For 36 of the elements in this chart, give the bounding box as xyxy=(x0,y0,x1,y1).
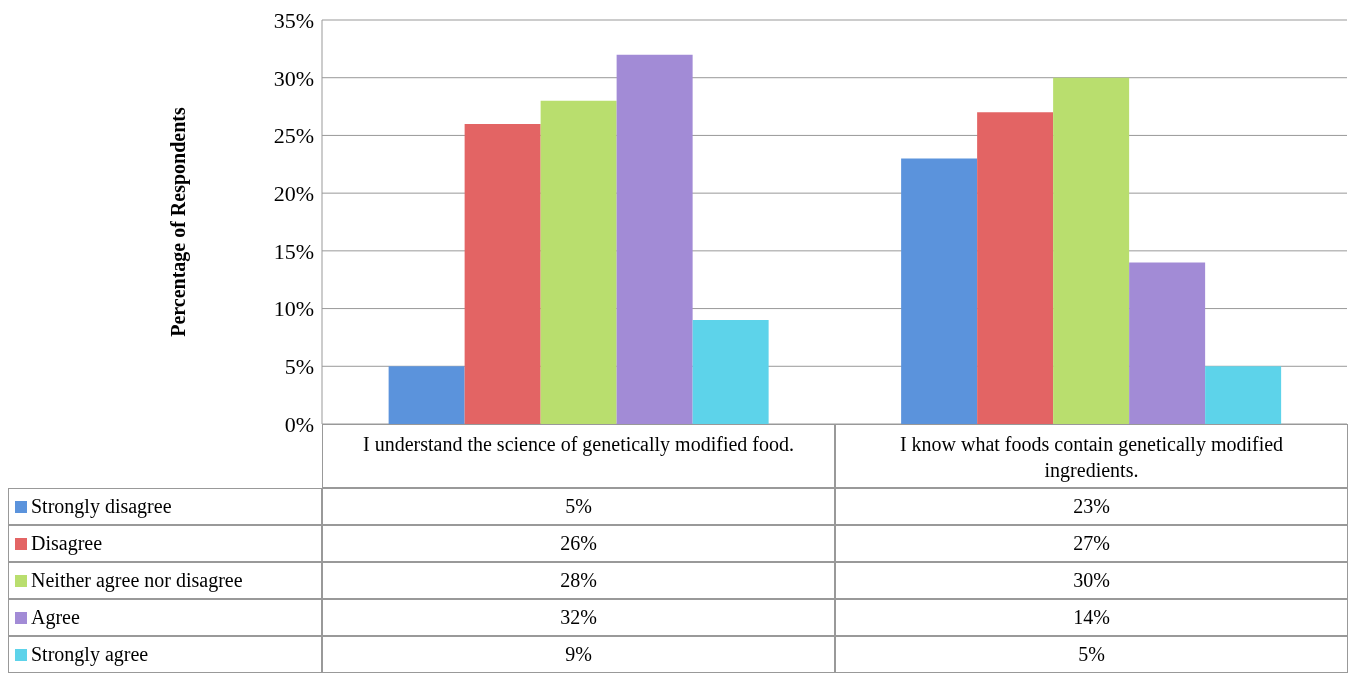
bar xyxy=(977,112,1054,424)
data-label: 27% xyxy=(835,525,1348,562)
y-tick-label: 30% xyxy=(273,65,314,91)
x-tick-label: I understand the science of genetically modified food. xyxy=(322,424,835,488)
legend-label: Strongly disagree xyxy=(31,495,172,518)
data-label: 32% xyxy=(322,599,835,636)
data-label: 14% xyxy=(835,599,1348,636)
legend-label: Agree xyxy=(31,606,80,629)
legend-label: Neither agree nor disagree xyxy=(31,569,243,592)
bar xyxy=(464,123,541,424)
data-label: 9% xyxy=(322,636,835,673)
bar xyxy=(692,320,769,424)
data-label: 5% xyxy=(835,636,1348,673)
data-label: 5% xyxy=(322,488,835,525)
y-tick-label: 15% xyxy=(273,238,314,264)
legend-label: Strongly agree xyxy=(31,643,149,666)
y-tick-label: 20% xyxy=(273,180,314,206)
y-tick-label: 25% xyxy=(273,123,314,149)
y-axis-title: Percentage of Respondents xyxy=(167,106,191,337)
y-tick-label: 0% xyxy=(284,411,314,437)
y-tick-label: 35% xyxy=(273,7,314,33)
y-tick-label: 5% xyxy=(284,354,314,380)
y-tick-label: 10% xyxy=(273,296,314,322)
data-label: 23% xyxy=(835,488,1348,525)
bar xyxy=(388,366,465,424)
bar xyxy=(1053,77,1130,424)
data-label: 30% xyxy=(835,562,1348,599)
data-label: 26% xyxy=(322,525,835,562)
bar xyxy=(901,158,978,424)
x-tick-label: I know what foods contain genetically modified ingredients. xyxy=(835,424,1348,488)
bar xyxy=(616,54,693,424)
data-label: 28% xyxy=(322,562,835,599)
bar xyxy=(1205,366,1282,424)
legend-label: Disagree xyxy=(31,532,103,555)
bar xyxy=(540,100,617,424)
bar xyxy=(1129,262,1206,424)
